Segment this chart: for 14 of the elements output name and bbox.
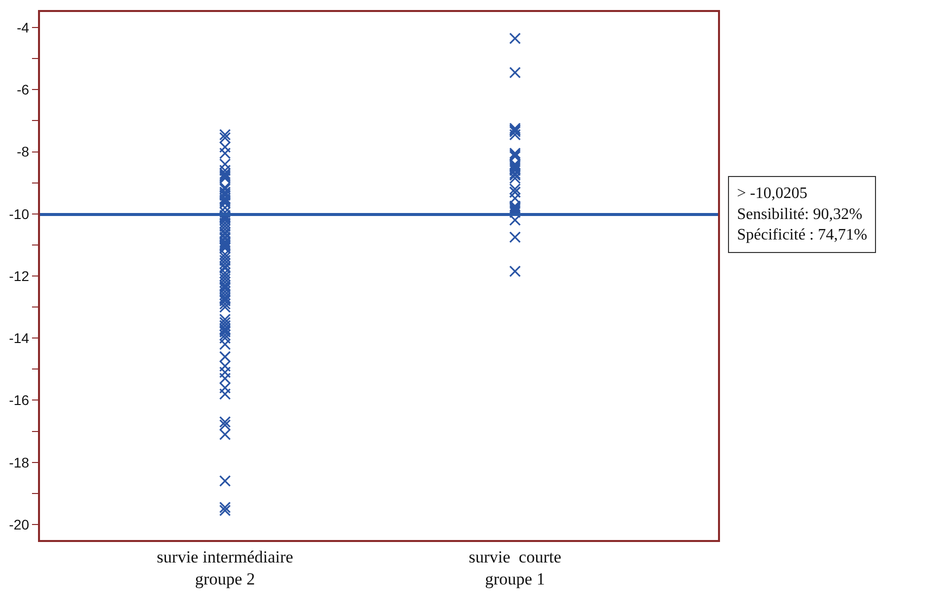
ref-line-label: > -10,0205 (737, 185, 808, 202)
y-tick-label: -4 (16, 19, 30, 36)
text: Sensibilité: 90,32% (737, 206, 862, 223)
y-tick-label: -10 (8, 206, 30, 222)
text: Spécificité : 74,71% (737, 226, 868, 244)
y-tick-label: -6 (16, 82, 30, 98)
y-tick-label: -14 (8, 330, 30, 346)
y-tick-label: -20 (8, 516, 30, 532)
y-tick-label: -8 (16, 144, 30, 160)
x-tick-label: survie courte groupe 1 (468, 547, 562, 588)
y-tick-label: -18 (8, 454, 30, 470)
y-tick-label: -12 (8, 268, 30, 284)
x-tick-label: survie intermédiaire groupe 2 (156, 547, 294, 588)
y-tick-label: -16 (8, 392, 30, 408)
